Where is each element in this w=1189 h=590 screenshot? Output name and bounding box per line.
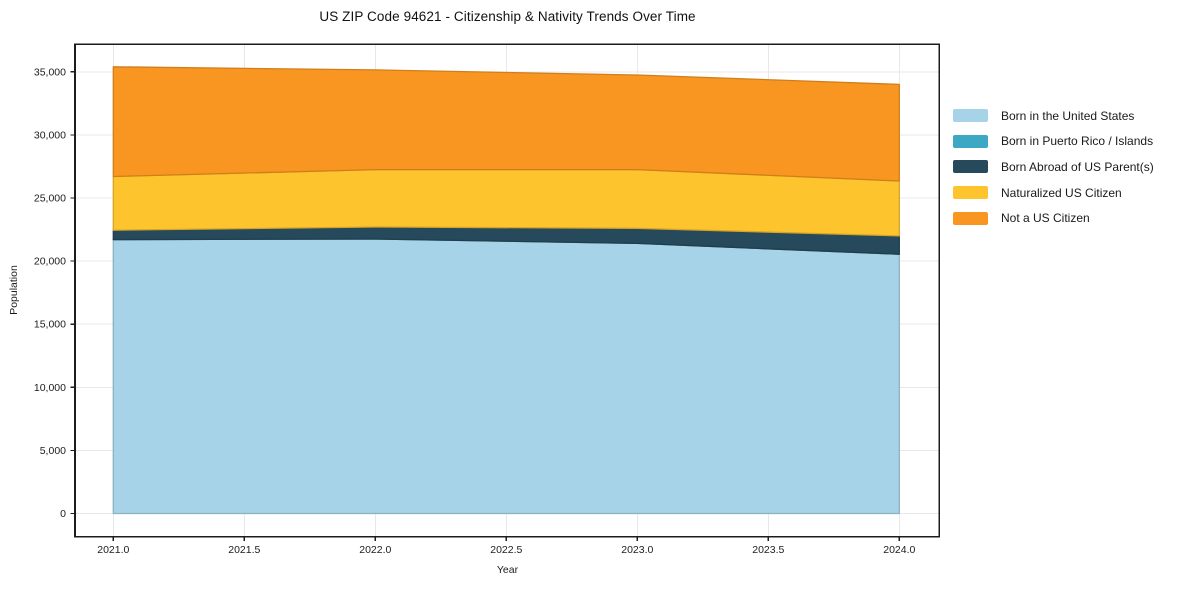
legend-swatch-icon: [953, 160, 988, 174]
legend-label: Not a US Citizen: [1001, 211, 1090, 226]
x-tick-label: 2022.5: [490, 544, 522, 556]
legend-item-0: Born in the United States: [953, 103, 1154, 129]
area-series-0: [112, 238, 900, 515]
legend-item-1: Born in Puerto Rico / Islands: [953, 129, 1154, 155]
y-tick-label: 5,000: [40, 445, 66, 457]
x-tick-label: 2024.0: [883, 544, 915, 556]
x-tick-label: 2021.5: [228, 544, 260, 556]
chart-title: US ZIP Code 94621 - Citizenship & Nativi…: [319, 9, 696, 24]
y-tick-label: 0: [60, 508, 66, 520]
x-tick-label: 2023.0: [621, 544, 653, 556]
x-axis-label: Year: [496, 564, 519, 576]
y-tick-label: 15,000: [34, 319, 66, 331]
legend-swatch-icon: [953, 186, 988, 200]
legend-label: Naturalized US Citizen: [1001, 185, 1122, 200]
chart-legend: Born in the United States Born in Puerto …: [953, 103, 1154, 231]
legend-label: Born Abroad of US Parent(s): [1001, 159, 1154, 174]
area-series-4: [112, 66, 900, 182]
y-tick-label: 35,000: [34, 66, 66, 78]
legend-swatch-icon: [953, 109, 988, 123]
legend-label: Born in Puerto Rico / Islands: [1001, 134, 1154, 149]
y-tick-label: 20,000: [34, 256, 66, 268]
legend-item-4: Not a US Citizen: [953, 205, 1154, 231]
plot-border: [74, 43, 941, 538]
x-tick-label: 2022.0: [359, 544, 391, 556]
area-series-3: [112, 168, 900, 237]
y-tick-label: 30,000: [34, 129, 66, 141]
legend-swatch-icon: [953, 134, 988, 148]
x-tick-label: 2023.5: [752, 544, 784, 556]
y-tick-label: 25,000: [34, 193, 66, 205]
y-axis-label: Population: [8, 265, 20, 315]
legend-label: Born in the United States: [1001, 108, 1135, 123]
x-tick-label: 2021.0: [97, 544, 129, 556]
y-tick-label: 10,000: [34, 382, 66, 394]
legend-item-3: Naturalized US Citizen: [953, 180, 1154, 206]
legend-swatch-icon: [953, 211, 988, 225]
legend-item-2: Born Abroad of US Parent(s): [953, 154, 1154, 180]
